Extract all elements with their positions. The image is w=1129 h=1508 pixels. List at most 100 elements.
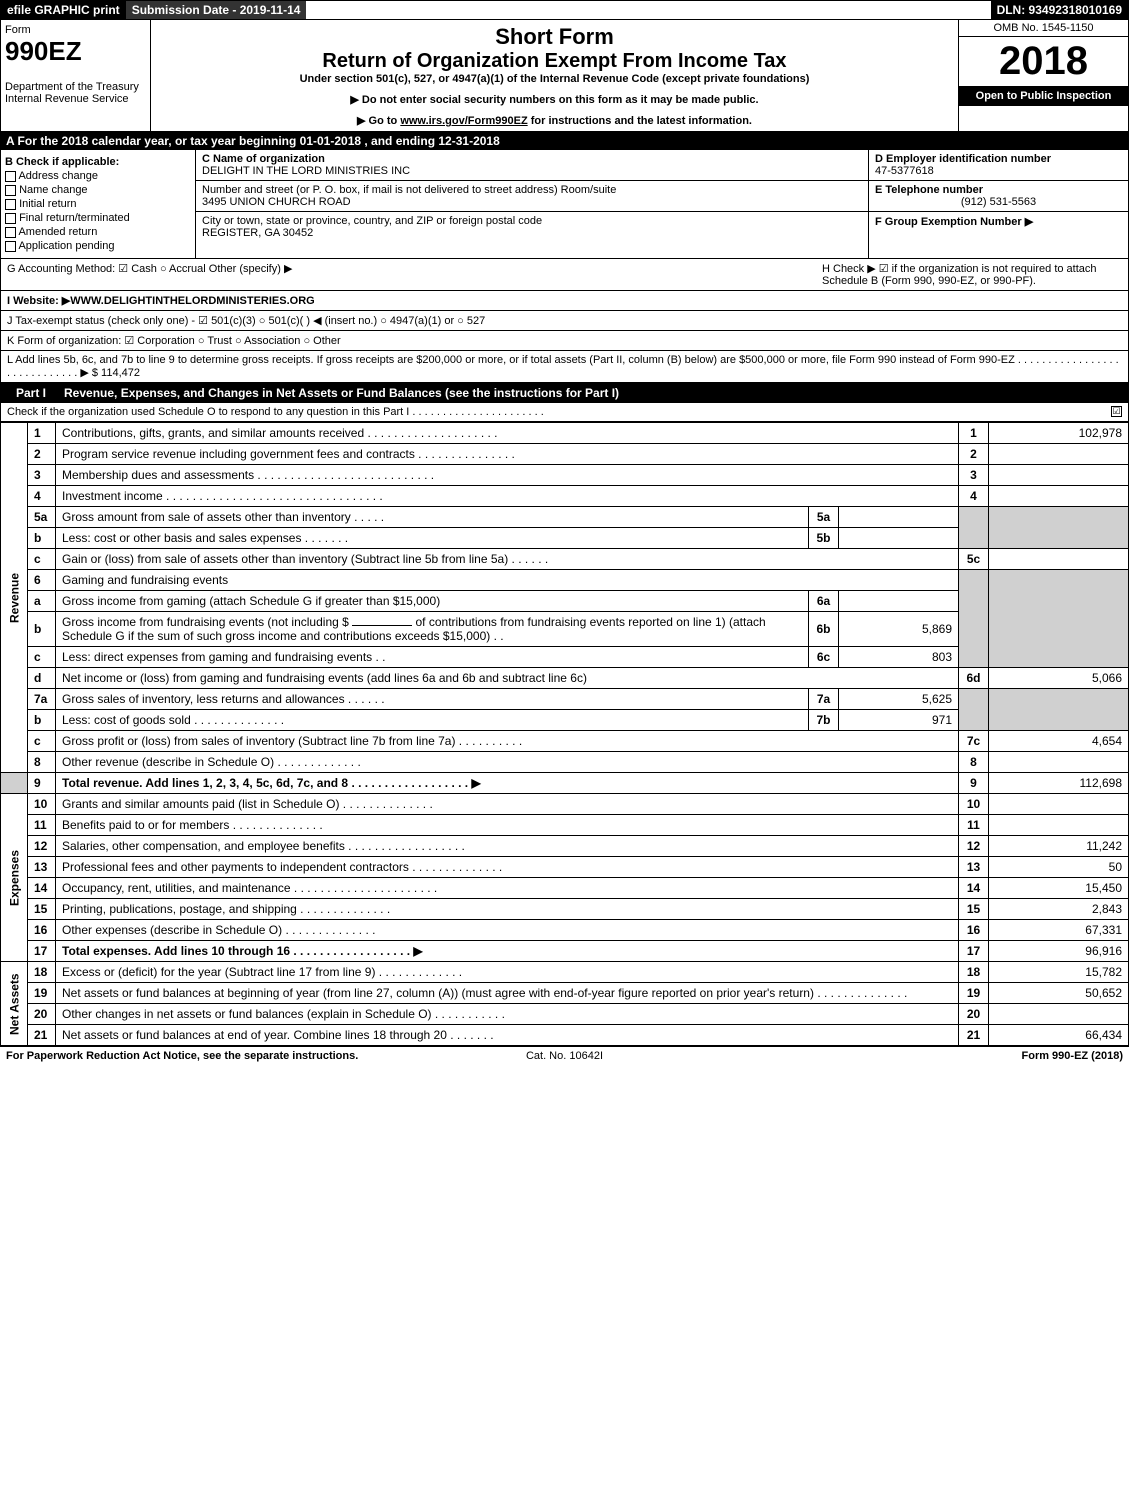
line-7c-box: 7c — [959, 731, 989, 752]
revenue-side-end — [1, 773, 28, 794]
efile-label: efile GRAPHIC print — [1, 1, 126, 19]
line-6a-num: a — [28, 591, 56, 612]
dln: DLN: 93492318010169 — [991, 1, 1128, 19]
org-city-block: City or town, state or province, country… — [196, 212, 868, 242]
line-5a-mid: 5a — [809, 507, 839, 528]
line-8-num: 8 — [28, 752, 56, 773]
line-5a-desc: Gross amount from sale of assets other t… — [56, 507, 809, 528]
line-14-box: 14 — [959, 878, 989, 899]
group-exemption-block: F Group Exemption Number ▶ — [869, 212, 1128, 231]
grey-6 — [959, 570, 989, 668]
line-6b-num: b — [28, 612, 56, 647]
line-15-box: 15 — [959, 899, 989, 920]
line-11-box: 11 — [959, 815, 989, 836]
line-3-num: 3 — [28, 465, 56, 486]
line-6c-num: c — [28, 647, 56, 668]
line-13-box: 13 — [959, 857, 989, 878]
line-4-num: 4 — [28, 486, 56, 507]
line-18-box: 18 — [959, 962, 989, 983]
line-10-box: 10 — [959, 794, 989, 815]
line-18-amt: 15,782 — [989, 962, 1129, 983]
line-2-num: 2 — [28, 444, 56, 465]
notice-2: ▶ Go to www.irs.gov/Form990EZ for instru… — [155, 114, 954, 127]
line-19-amt: 50,652 — [989, 983, 1129, 1004]
line-4-desc: Investment income . . . . . . . . . . . … — [56, 486, 959, 507]
org-column: C Name of organization DELIGHT IN THE LO… — [196, 150, 868, 258]
row-i: I Website: ▶WWW.DELIGHTINTHELORDMINISTER… — [0, 291, 1129, 311]
submission-date: Submission Date - 2019-11-14 — [126, 1, 307, 19]
cb-name[interactable]: Name change — [5, 184, 191, 196]
checkbox-column: B Check if applicable: Address change Na… — [1, 150, 196, 258]
cb-address[interactable]: Address change — [5, 170, 191, 182]
part1-label: Part I — [6, 386, 56, 400]
footer: For Paperwork Reduction Act Notice, see … — [0, 1046, 1129, 1065]
line-19-desc: Net assets or fund balances at beginning… — [56, 983, 959, 1004]
line-17-amt: 96,916 — [989, 941, 1129, 962]
ein-block: D Employer identification number 47-5377… — [869, 150, 1128, 181]
form-number: 990EZ — [5, 36, 146, 67]
b-label: B Check if applicable: — [5, 156, 191, 168]
line-7c-amt: 4,654 — [989, 731, 1129, 752]
part1-checktext: Check if the organization used Schedule … — [7, 406, 544, 418]
line-20-desc: Other changes in net assets or fund bala… — [56, 1004, 959, 1025]
line-14-amt: 15,450 — [989, 878, 1129, 899]
line-20-amt — [989, 1004, 1129, 1025]
part1-checkbox[interactable]: ☑ — [1111, 406, 1122, 417]
footer-right: Form 990-EZ (2018) — [751, 1050, 1123, 1062]
website-label: I Website: ▶WWW.DELIGHTINTHELORDMINISTER… — [7, 294, 315, 307]
line-12-box: 12 — [959, 836, 989, 857]
line-6d-num: d — [28, 668, 56, 689]
line-17-desc: Total expenses. Add lines 10 through 16 … — [56, 941, 959, 962]
org-name: DELIGHT IN THE LORD MINISTRIES INC — [202, 165, 862, 177]
line-5c-desc: Gain or (loss) from sale of assets other… — [56, 549, 959, 570]
irs-link[interactable]: www.irs.gov/Form990EZ — [400, 115, 527, 127]
cb-pending[interactable]: Application pending — [5, 240, 191, 252]
line-7c-num: c — [28, 731, 56, 752]
line-7a-midamt: 5,625 — [839, 689, 959, 710]
line-21-desc: Net assets or fund balances at end of ye… — [56, 1025, 959, 1046]
line-6a-desc: Gross income from gaming (attach Schedul… — [56, 591, 809, 612]
form-meta-block: OMB No. 1545-1150 2018 Open to Public In… — [958, 20, 1128, 131]
line-5b-num: b — [28, 528, 56, 549]
line-12-amt: 11,242 — [989, 836, 1129, 857]
footer-center: Cat. No. 10642I — [378, 1050, 750, 1062]
line-7a-num: 7a — [28, 689, 56, 710]
line-10-num: 10 — [28, 794, 56, 815]
line-6d-desc: Net income or (loss) from gaming and fun… — [56, 668, 959, 689]
line-6c-desc: Less: direct expenses from gaming and fu… — [56, 647, 809, 668]
line-19-num: 19 — [28, 983, 56, 1004]
line-10-desc: Grants and similar amounts paid (list in… — [56, 794, 959, 815]
part1-title: Revenue, Expenses, and Changes in Net As… — [64, 386, 1123, 400]
grey-5-amt — [989, 507, 1129, 549]
street-label: Number and street (or P. O. box, if mail… — [202, 184, 862, 196]
line-9-desc: Total revenue. Add lines 1, 2, 3, 4, 5c,… — [56, 773, 959, 794]
omb-number: OMB No. 1545-1150 — [959, 20, 1128, 37]
line-5c-box: 5c — [959, 549, 989, 570]
c-label: C Name of organization — [202, 153, 862, 165]
line-19-box: 19 — [959, 983, 989, 1004]
inspection-label: Open to Public Inspection — [959, 86, 1128, 106]
tax-year: 2018 — [959, 37, 1128, 86]
line-17-box: 17 — [959, 941, 989, 962]
line-5b-mid: 5b — [809, 528, 839, 549]
grey-5 — [959, 507, 989, 549]
cb-initial[interactable]: Initial return — [5, 198, 191, 210]
row-j: J Tax-exempt status (check only one) - ☑… — [0, 311, 1129, 331]
line-8-amt — [989, 752, 1129, 773]
header-strip: efile GRAPHIC print Submission Date - 20… — [0, 0, 1129, 20]
period-row: A For the 2018 calendar year, or tax yea… — [0, 132, 1129, 150]
phone-block: E Telephone number (912) 531-5563 — [869, 181, 1128, 212]
line-18-num: 18 — [28, 962, 56, 983]
lines-table: Revenue 1 Contributions, gifts, grants, … — [0, 422, 1129, 1046]
short-form-title: Short Form — [155, 24, 954, 50]
line-14-num: 14 — [28, 878, 56, 899]
cb-final[interactable]: Final return/terminated — [5, 212, 191, 224]
line-10-amt — [989, 794, 1129, 815]
line-5a-midamt — [839, 507, 959, 528]
city-label: City or town, state or province, country… — [202, 215, 862, 227]
line-15-desc: Printing, publications, postage, and shi… — [56, 899, 959, 920]
line-6c-mid: 6c — [809, 647, 839, 668]
part1-checkline: Check if the organization used Schedule … — [0, 403, 1129, 422]
line-9-box: 9 — [959, 773, 989, 794]
cb-amended[interactable]: Amended return — [5, 226, 191, 238]
